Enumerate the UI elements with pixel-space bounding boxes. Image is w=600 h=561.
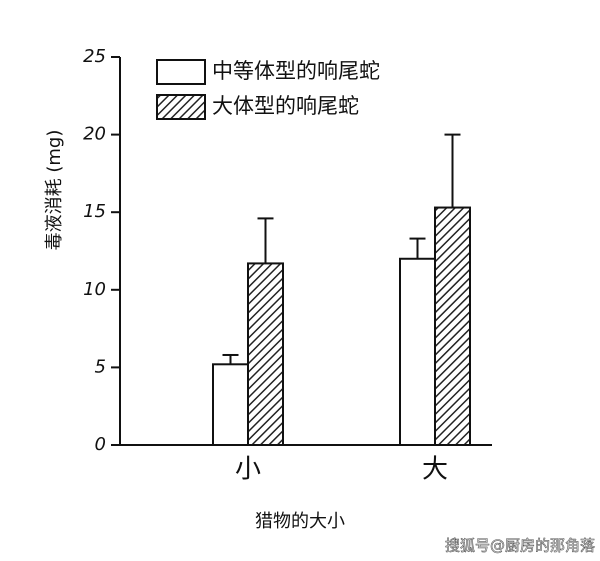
error-bar bbox=[257, 217, 274, 264]
x-tick-label: 小 bbox=[235, 455, 261, 485]
y-axis-label: 毒液消耗 (mg) bbox=[44, 130, 65, 251]
legend-swatch bbox=[156, 59, 206, 85]
error-bar bbox=[409, 237, 426, 259]
bar bbox=[399, 257, 436, 447]
legend-swatch bbox=[156, 94, 206, 120]
x-axis-label: 猎物的大小 bbox=[255, 511, 345, 532]
watermark: 搜狐号@厨房的那角落 bbox=[445, 537, 595, 555]
x-tick-label: 大 bbox=[422, 455, 448, 485]
y-tick-label: 25 bbox=[83, 46, 106, 67]
y-tick-label: 0 bbox=[95, 434, 106, 455]
y-tick-label: 5 bbox=[95, 356, 106, 377]
y-tick-label: 15 bbox=[83, 201, 106, 222]
y-tick-label: 20 bbox=[83, 124, 106, 145]
error-bar bbox=[222, 353, 239, 365]
bar bbox=[212, 363, 249, 446]
legend-label: 大体型的响尾蛇 bbox=[212, 94, 359, 118]
error-bar bbox=[444, 133, 461, 208]
y-tick-label: 10 bbox=[83, 279, 106, 300]
legend-label: 中等体型的响尾蛇 bbox=[212, 59, 380, 83]
bar bbox=[434, 206, 471, 446]
bar bbox=[247, 262, 284, 446]
